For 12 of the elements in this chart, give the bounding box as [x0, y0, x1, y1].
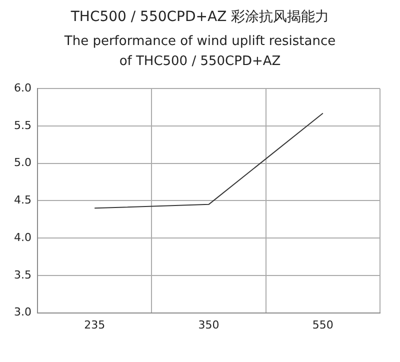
- y-tick-label: 5.5: [14, 118, 32, 132]
- y-tick-label: 4.0: [14, 230, 32, 244]
- y-tick-label: 3.0: [14, 306, 32, 319]
- chart-title: THC500 / 550CPD+AZ 彩涂抗风揭能力: [70, 8, 330, 26]
- x-tick-label: 235: [84, 318, 106, 332]
- y-tick-label: 6.0: [14, 81, 32, 94]
- chart-subtitle: The performance of wind uplift resistance of THC500 / 550CPD+AZ: [63, 33, 337, 71]
- x-tick-label: 550: [312, 318, 334, 332]
- x-tick-label: 350: [198, 318, 220, 332]
- y-tick-label: 5.0: [14, 156, 32, 170]
- y-tick-label: 3.5: [14, 268, 32, 282]
- y-tick-label: 4.5: [14, 194, 32, 207]
